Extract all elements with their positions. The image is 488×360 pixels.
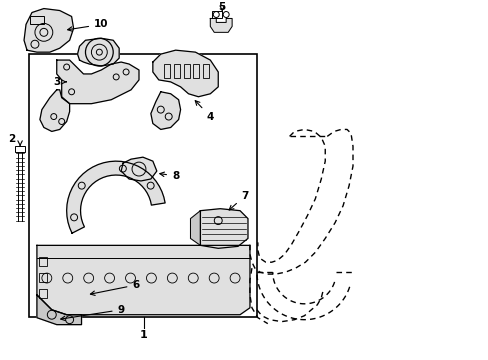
Polygon shape [37,246,249,315]
Bar [39,257,47,266]
Polygon shape [66,161,165,233]
Text: 6: 6 [90,280,140,296]
Polygon shape [190,211,200,246]
Text: 1: 1 [140,329,147,339]
Polygon shape [40,90,69,131]
Bar [29,54,256,317]
Polygon shape [37,295,81,325]
Bar [183,64,189,78]
Bar [39,273,47,282]
Text: 4: 4 [195,101,214,122]
Polygon shape [153,50,218,97]
Bar [39,289,47,298]
Bar [193,64,199,78]
Polygon shape [57,60,139,104]
Polygon shape [78,38,119,66]
Bar [30,17,44,24]
Text: 7: 7 [229,191,248,210]
Bar [173,64,179,78]
Bar [212,10,222,18]
Text: 5: 5 [218,1,225,12]
Polygon shape [151,92,180,130]
Text: 10: 10 [67,19,108,31]
Bar [203,64,209,78]
Polygon shape [200,209,247,248]
Polygon shape [121,157,157,181]
Text: 2: 2 [8,134,16,144]
Text: 8: 8 [160,171,179,181]
Bar [15,146,25,152]
Bar [163,64,169,78]
Text: 9: 9 [61,305,124,321]
Polygon shape [24,9,73,52]
Polygon shape [210,18,232,32]
Text: 3: 3 [53,77,66,87]
